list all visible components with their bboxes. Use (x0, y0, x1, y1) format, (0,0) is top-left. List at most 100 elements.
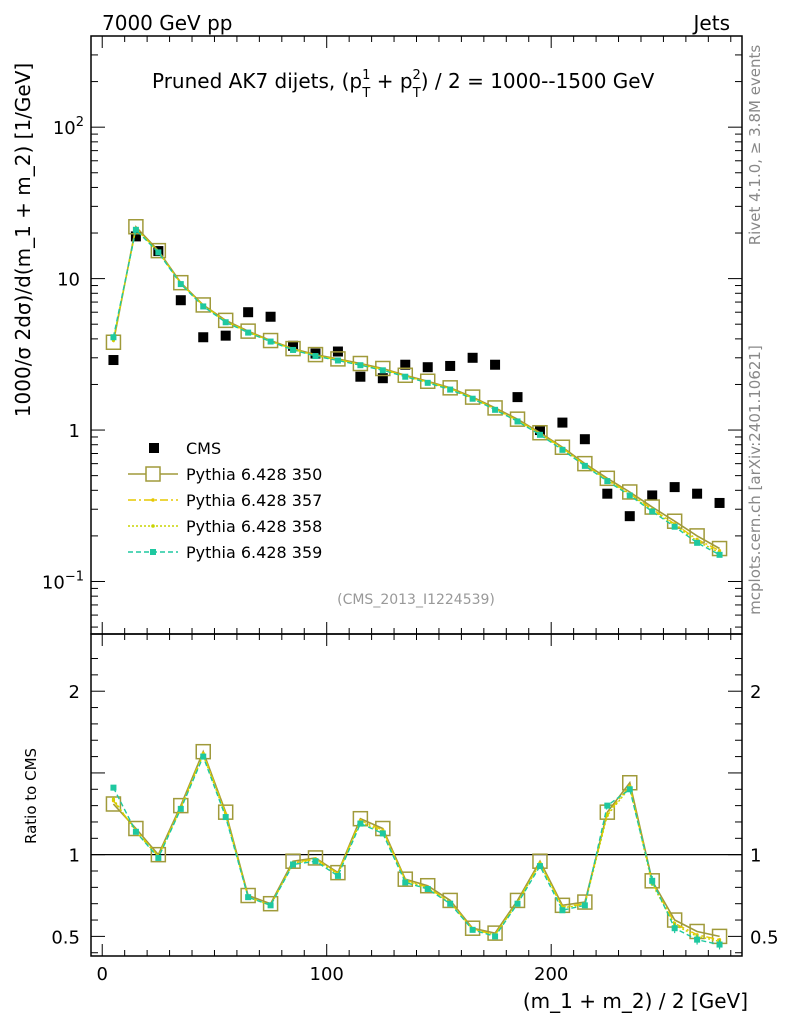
ratio-point-350 (150, 846, 167, 863)
x-tick-label: 0 (96, 964, 107, 985)
cms-point (512, 392, 523, 403)
ratio-y-tick-label-right: 0.5 (750, 927, 779, 948)
cms-point (198, 332, 209, 343)
main-point-350 (464, 389, 481, 405)
main-point-350 (173, 274, 189, 291)
main-point-359 (559, 446, 566, 453)
main-point-350 (195, 297, 211, 313)
ratio-xlabel: (m_1 + m_2) / 2 [GeV] (523, 989, 748, 1013)
main-point-359 (110, 334, 117, 341)
legend-marker-358 (151, 524, 155, 528)
ratio-point-359 (424, 885, 431, 892)
ratio-point-350 (464, 920, 481, 936)
main-point-359 (177, 281, 184, 288)
cms-point (490, 359, 501, 370)
cms-point (579, 434, 590, 445)
ratio-line-Pythia-6-428-350 (112, 749, 720, 938)
main-point-359 (334, 357, 341, 364)
ratio-point-350 (397, 871, 414, 887)
mcplots-label: mcplots.cern.ch [arXiv:2401.10621] (746, 345, 764, 615)
legend-label: Pythia 6.428 357 (186, 491, 322, 510)
main-point-350 (262, 332, 279, 349)
analysis-watermark: (CMS_2013_I1224539) (337, 592, 495, 608)
ratio-point-359 (559, 907, 566, 914)
cms-point (265, 311, 276, 322)
ratio-point-359 (604, 802, 611, 809)
y-tick-label: 1 (69, 421, 80, 442)
ratio-point-359 (155, 854, 162, 861)
ratio-y-tick-label: 2 (69, 682, 80, 703)
ratio-point-359 (267, 902, 274, 909)
main-point-359 (716, 551, 723, 558)
main-point-350 (217, 312, 234, 329)
y-tick-label: 10−1 (42, 569, 84, 593)
cms-point (445, 360, 456, 371)
cms-point (534, 425, 545, 436)
cms-point (422, 362, 433, 373)
ratio-y-tick-label-right: 2 (750, 682, 761, 703)
ratio-point-359 (200, 753, 207, 760)
ratio-point-350 (262, 895, 279, 912)
main-point-359 (581, 462, 588, 469)
main-point-350 (240, 323, 256, 339)
main-series-group (105, 219, 728, 558)
main-point-350 (509, 411, 526, 427)
ratio-point-350 (240, 887, 256, 904)
cms-point (647, 490, 658, 501)
ratio-line-Pythia-6-428-357 (112, 751, 720, 941)
ratio-point-358 (111, 797, 116, 801)
ratio-point-350 (577, 894, 593, 910)
ratio-y-tick-label: 0.5 (51, 927, 80, 948)
ratio-panel-frame (90, 633, 743, 957)
legend-marker-350 (145, 466, 161, 482)
header-right: Jets (692, 11, 730, 35)
main-point-359 (245, 329, 252, 336)
y-tick-label: 10 (57, 270, 80, 291)
cms-point (288, 340, 299, 351)
main-point-359 (424, 379, 431, 386)
header-left: 7000 GeV pp (102, 11, 233, 35)
cms-point (130, 231, 141, 242)
legend-marker-359 (150, 549, 156, 555)
ratio-point-359 (290, 861, 297, 868)
ratio-point-359 (626, 786, 633, 793)
main-point-359 (357, 362, 364, 369)
main-point-350 (599, 470, 616, 487)
y-tick-label: 102 (53, 115, 84, 139)
rivet-label: Rivet 4.1.0, ≥ 3.8M events (746, 45, 764, 246)
x-tick-label: 100 (310, 964, 344, 985)
main-point-350 (150, 242, 167, 259)
main-point-359 (514, 418, 521, 425)
ratio-point-350 (105, 796, 122, 812)
ratio-point-358 (605, 813, 609, 818)
main-point-359 (626, 492, 633, 499)
legend-label: CMS (186, 439, 221, 458)
main-point-359 (402, 373, 409, 380)
main-point-359 (604, 478, 611, 485)
main-point-350 (352, 355, 369, 372)
main-title: Pruned AK7 dijets, (p1 T + p2 T) / 2 = 100… (152, 68, 655, 101)
ratio-point-350 (128, 820, 144, 837)
ratio-point-359 (469, 926, 476, 933)
main-point-350 (622, 484, 638, 500)
legend: CMS Pythia 6.428 350 Pythia 6.428 357 Pythi… (128, 439, 322, 562)
main-point-350 (554, 439, 571, 455)
ratio-point-359 (581, 902, 588, 909)
ratio-point-359 (132, 828, 139, 835)
main-point-359 (694, 539, 701, 546)
ratio-y-tick-label-right: 1 (750, 846, 761, 867)
main-point-359 (312, 353, 319, 360)
ratio-point-359 (447, 900, 454, 907)
legend-label: Pythia 6.428 358 (186, 517, 322, 536)
main-line-Pythia-6-428-359 (112, 228, 720, 556)
legend-cms-marker (149, 443, 159, 453)
ratio-line-Pythia-6-428-359 (112, 754, 720, 946)
cms-point (377, 373, 388, 384)
ratio-point-350 (442, 892, 458, 909)
main-point-359 (222, 319, 229, 326)
ratio-point-350 (330, 864, 346, 881)
ratio-point-359 (245, 894, 252, 901)
cms-point (175, 295, 186, 306)
ratio-point-350 (644, 873, 660, 889)
